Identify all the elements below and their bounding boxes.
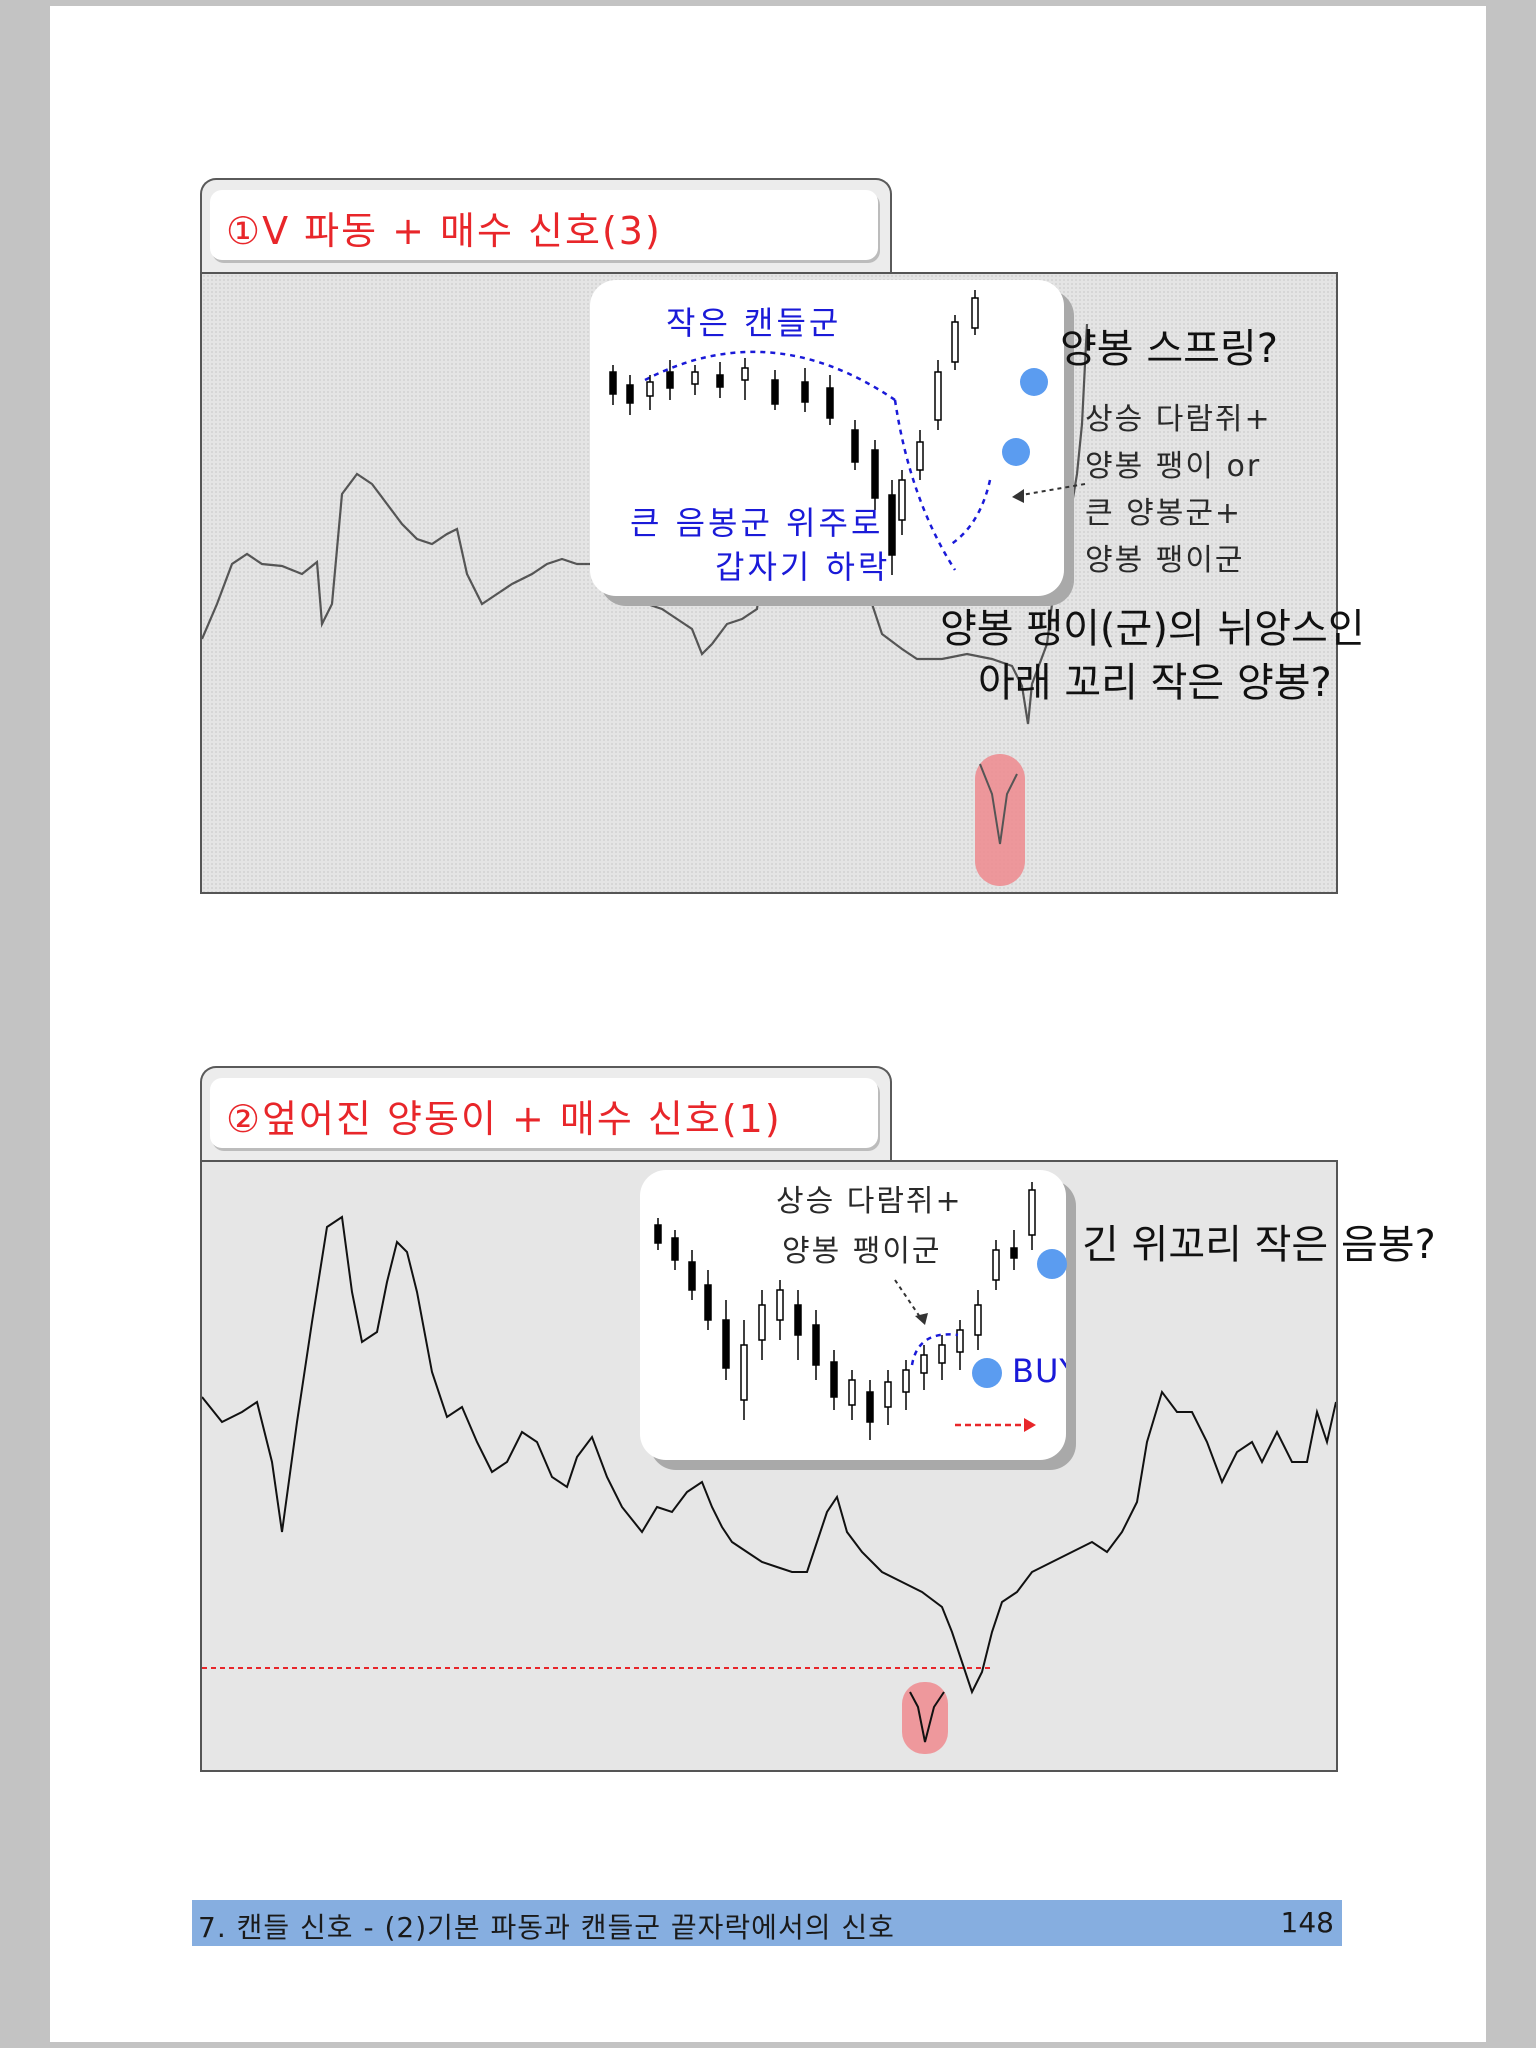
panel1-small-group-arc — [644, 350, 896, 402]
panel1-inset-heading: 작은 캔들군 — [666, 304, 842, 342]
panel2-price-chart — [202, 1215, 1336, 1754]
panel1-inset-chart — [609, 290, 1048, 575]
panel1-rebound-arc — [949, 479, 992, 547]
panel1-note-line: 큰 양봉군+ — [1085, 496, 1243, 531]
panel1-note-line: 양봉 팽이군 — [1085, 543, 1245, 578]
panel1-note: 상승 다람쥐+ 양봉 팽이 or 큰 양봉군+ 양봉 팽이군 — [1085, 396, 1272, 584]
footer-bar: 7. 캔들 신호 - (2)기본 파동과 캔들군 끝자락에서의 신호 148 — [192, 1900, 1342, 1946]
panel1-note-line: 양봉 팽이 or — [1085, 449, 1262, 484]
panel1-buy-marker-upper — [1020, 368, 1048, 396]
panel2-inset: 상승 다람쥐+ 양봉 팽이군 BUY — [640, 1170, 1066, 1460]
panel2-pointer-arrow — [894, 1279, 923, 1321]
panel2-inset-chart — [654, 1182, 1036, 1440]
panel1-inset-label-line2: 갑자기 하락 — [715, 548, 891, 586]
panel2-buy-marker — [972, 1358, 1002, 1388]
panel2-arc — [910, 1333, 959, 1366]
panel1-title: ①V 파동 + 매수 신호(3) — [226, 209, 662, 253]
panel2-buy-label: BUY — [1012, 1352, 1066, 1390]
panel2-candles — [654, 1182, 1036, 1440]
panel2-bottom-wick — [909, 1691, 945, 1743]
panel1-question-mid-line2: 아래 꼬리 작은 양봉? — [978, 660, 1332, 706]
panel2-note-line1: 상승 다람쥐+ — [776, 1184, 963, 1219]
panel2-price-line — [202, 1215, 1336, 1695]
panel2-title-tab: ②엎어진 양동이 + 매수 신호(1) — [200, 1066, 892, 1162]
panel2-title-box: ②엎어진 양동이 + 매수 신호(1) — [210, 1078, 878, 1148]
panel1-v-highlight — [975, 754, 1025, 886]
panel1-price-chart — [202, 323, 1089, 886]
panel2-bottom-highlight — [902, 1682, 948, 1754]
footer-text: 7. 캔들 신호 - (2)기본 파동과 캔들군 끝자락에서의 신호 — [198, 1911, 895, 1944]
panel1-v-wick — [979, 763, 1018, 845]
panel1-inset-label-line1: 큰 음봉군 위주로 — [630, 504, 884, 542]
panel1-question-top: 양봉 스프링? — [1060, 326, 1278, 372]
panel1-title-box: ①V 파동 + 매수 신호(3) — [210, 190, 878, 260]
page-number: 148 — [1280, 1906, 1334, 1939]
panel1-candles — [609, 290, 979, 575]
panel1-price-line — [202, 323, 1089, 725]
panel1-title-tab: ①V 파동 + 매수 신호(3) — [200, 178, 892, 274]
panel2-title: ②엎어진 양동이 + 매수 신호(1) — [226, 1097, 782, 1141]
panel1-inset: 작은 캔들군 큰 음봉군 위주로 갑자기 하락 — [590, 280, 1064, 596]
panel1-big-drop-arc — [893, 399, 957, 571]
panel1-note-line: 상승 다람쥐+ — [1085, 402, 1272, 437]
panel2-note-line2: 양봉 팽이군 — [782, 1234, 942, 1269]
panel2-question: 긴 위꼬리 작은 음봉? — [1082, 1222, 1436, 1268]
panel1-buy-marker-lower — [1002, 438, 1030, 466]
panel1-question-mid-line1: 양봉 팽이(군)의 뉘앙스인 — [940, 606, 1365, 652]
